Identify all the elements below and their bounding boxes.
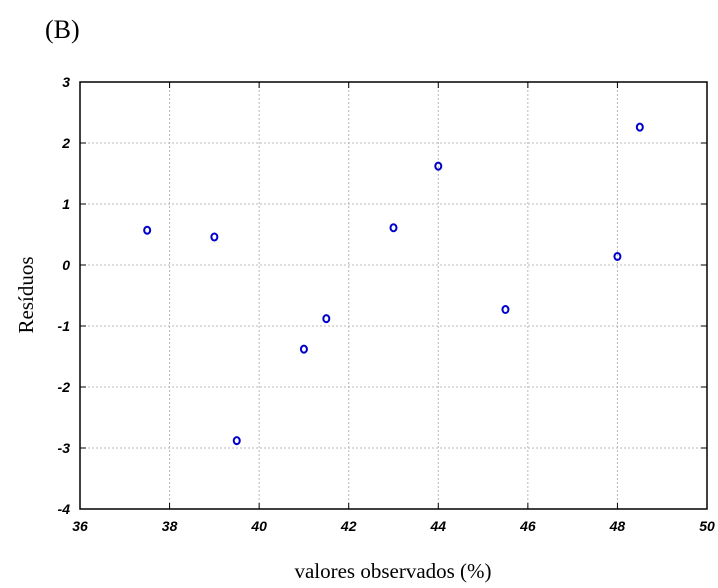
x-axis-label: valores observados (%) [294, 559, 491, 583]
x-tick-label: 50 [699, 518, 715, 534]
data-point [613, 251, 622, 261]
x-tick-label: 36 [72, 518, 88, 534]
x-tick-label: 40 [250, 518, 267, 534]
x-tick-label: 44 [429, 518, 446, 534]
axis-ticks [79, 81, 708, 510]
y-tick-label: 0 [62, 257, 70, 273]
x-tick-label: 38 [162, 518, 178, 534]
data-point [635, 122, 644, 132]
panel-label: (B) [45, 15, 80, 44]
data-point [322, 314, 331, 324]
y-tick-label: 2 [61, 135, 70, 151]
y-tick-label: -2 [58, 379, 71, 395]
data-point [143, 225, 152, 235]
plot-frame [79, 81, 708, 510]
data-point [434, 161, 443, 171]
y-tick-label: 3 [62, 74, 70, 90]
data-point [232, 436, 241, 446]
grid [80, 82, 707, 509]
data-points [143, 122, 644, 446]
data-point [501, 305, 510, 315]
y-tick-label: -3 [58, 440, 71, 456]
data-point [389, 223, 398, 233]
data-point [210, 232, 219, 242]
tick-labels: 36 38 40 42 44 46 48 50 -4 -3 -2 -1 0 1 2 3 [58, 74, 715, 534]
y-axis-label: Resíduos [14, 256, 38, 333]
x-tick-label: 48 [609, 518, 626, 534]
y-tick-label: -4 [58, 501, 71, 517]
x-tick-label: 46 [519, 518, 536, 534]
x-tick-label: 42 [340, 518, 357, 534]
y-tick-label: -1 [58, 318, 71, 334]
y-tick-label: 1 [62, 196, 70, 212]
data-point [299, 344, 308, 354]
